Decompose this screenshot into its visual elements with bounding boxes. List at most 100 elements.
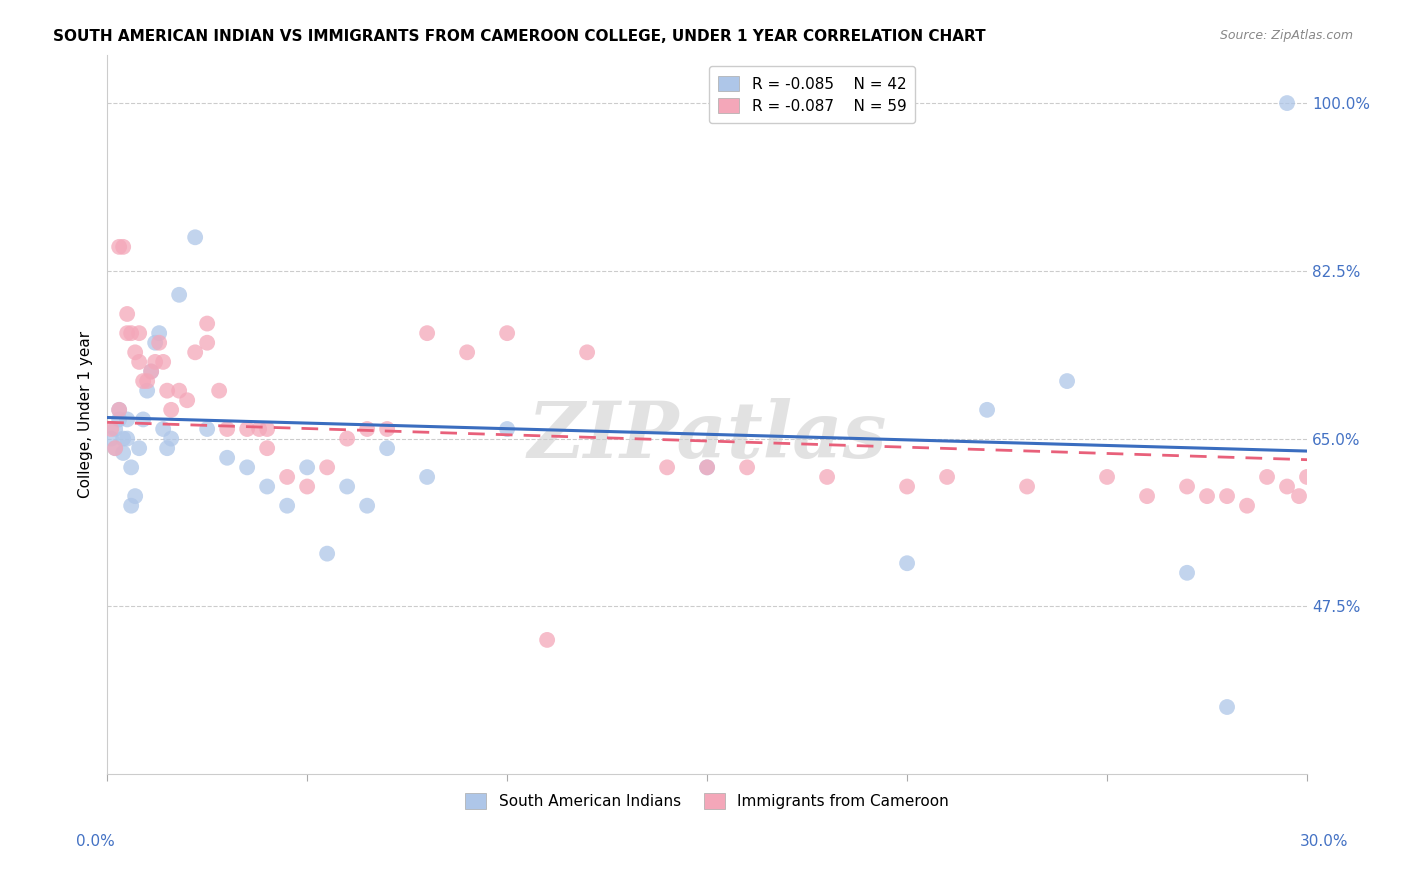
Point bbox=[195, 422, 218, 436]
Point bbox=[115, 307, 138, 321]
Point bbox=[108, 402, 131, 417]
Point bbox=[276, 470, 298, 484]
Point bbox=[156, 441, 179, 455]
Point bbox=[104, 441, 127, 455]
Point bbox=[120, 499, 142, 513]
Point bbox=[416, 326, 439, 340]
Point bbox=[416, 470, 439, 484]
Y-axis label: College, Under 1 year: College, Under 1 year bbox=[79, 331, 93, 499]
Point bbox=[184, 345, 207, 359]
Point bbox=[143, 335, 166, 350]
Text: SOUTH AMERICAN INDIAN VS IMMIGRANTS FROM CAMEROON COLLEGE, UNDER 1 YEAR CORRELAT: SOUTH AMERICAN INDIAN VS IMMIGRANTS FROM… bbox=[53, 29, 986, 44]
Point bbox=[108, 402, 131, 417]
Point bbox=[1296, 470, 1319, 484]
Point bbox=[356, 422, 378, 436]
Point bbox=[160, 432, 183, 446]
Point bbox=[496, 326, 519, 340]
Point bbox=[256, 441, 278, 455]
Point bbox=[120, 460, 142, 475]
Point bbox=[815, 470, 838, 484]
Point bbox=[1275, 479, 1298, 493]
Point bbox=[276, 499, 298, 513]
Point bbox=[148, 335, 170, 350]
Point bbox=[696, 460, 718, 475]
Point bbox=[1175, 566, 1198, 580]
Point bbox=[141, 364, 163, 378]
Point bbox=[976, 402, 998, 417]
Point bbox=[247, 422, 270, 436]
Point bbox=[896, 556, 918, 570]
Point bbox=[148, 326, 170, 340]
Point bbox=[316, 460, 339, 475]
Point bbox=[655, 460, 678, 475]
Point bbox=[896, 479, 918, 493]
Point bbox=[1197, 489, 1219, 503]
Point bbox=[112, 240, 135, 254]
Point bbox=[156, 384, 179, 398]
Point bbox=[375, 441, 398, 455]
Point bbox=[1288, 489, 1310, 503]
Text: Source: ZipAtlas.com: Source: ZipAtlas.com bbox=[1219, 29, 1353, 42]
Point bbox=[124, 489, 146, 503]
Point bbox=[143, 355, 166, 369]
Point bbox=[128, 355, 150, 369]
Point bbox=[456, 345, 478, 359]
Point bbox=[115, 432, 138, 446]
Point bbox=[256, 479, 278, 493]
Point bbox=[1275, 96, 1298, 111]
Point bbox=[536, 632, 558, 647]
Point bbox=[936, 470, 959, 484]
Point bbox=[136, 384, 159, 398]
Point bbox=[696, 460, 718, 475]
Point bbox=[176, 393, 198, 408]
Point bbox=[136, 374, 159, 388]
Point bbox=[141, 364, 163, 378]
Point bbox=[132, 412, 155, 426]
Point bbox=[195, 335, 218, 350]
Point bbox=[1216, 700, 1239, 714]
Point bbox=[184, 230, 207, 244]
Point bbox=[112, 446, 135, 460]
Point bbox=[496, 422, 519, 436]
Point bbox=[152, 355, 174, 369]
Point bbox=[375, 422, 398, 436]
Point bbox=[120, 326, 142, 340]
Point bbox=[1095, 470, 1118, 484]
Point bbox=[356, 499, 378, 513]
Point bbox=[236, 460, 259, 475]
Point bbox=[167, 384, 190, 398]
Point bbox=[217, 422, 239, 436]
Point bbox=[256, 422, 278, 436]
Point bbox=[1056, 374, 1078, 388]
Point bbox=[336, 432, 359, 446]
Point bbox=[208, 384, 231, 398]
Point bbox=[1216, 489, 1239, 503]
Legend: South American Indians, Immigrants from Cameroon: South American Indians, Immigrants from … bbox=[457, 786, 956, 817]
Text: 30.0%: 30.0% bbox=[1301, 834, 1348, 848]
Point bbox=[100, 432, 122, 446]
Point bbox=[152, 422, 174, 436]
Point bbox=[124, 345, 146, 359]
Point bbox=[112, 432, 135, 446]
Text: ZIPatlas: ZIPatlas bbox=[527, 398, 887, 475]
Point bbox=[128, 441, 150, 455]
Point bbox=[295, 460, 318, 475]
Point bbox=[1303, 479, 1326, 493]
Point bbox=[108, 412, 131, 426]
Point bbox=[236, 422, 259, 436]
Point bbox=[295, 479, 318, 493]
Point bbox=[167, 287, 190, 301]
Point bbox=[1175, 479, 1198, 493]
Point bbox=[1015, 479, 1038, 493]
Point bbox=[128, 326, 150, 340]
Point bbox=[316, 547, 339, 561]
Point bbox=[115, 412, 138, 426]
Point bbox=[160, 402, 183, 417]
Text: 0.0%: 0.0% bbox=[76, 834, 115, 848]
Point bbox=[132, 374, 155, 388]
Point bbox=[1236, 499, 1258, 513]
Point bbox=[104, 441, 127, 455]
Point bbox=[1136, 489, 1159, 503]
Point bbox=[217, 450, 239, 465]
Point bbox=[1256, 470, 1278, 484]
